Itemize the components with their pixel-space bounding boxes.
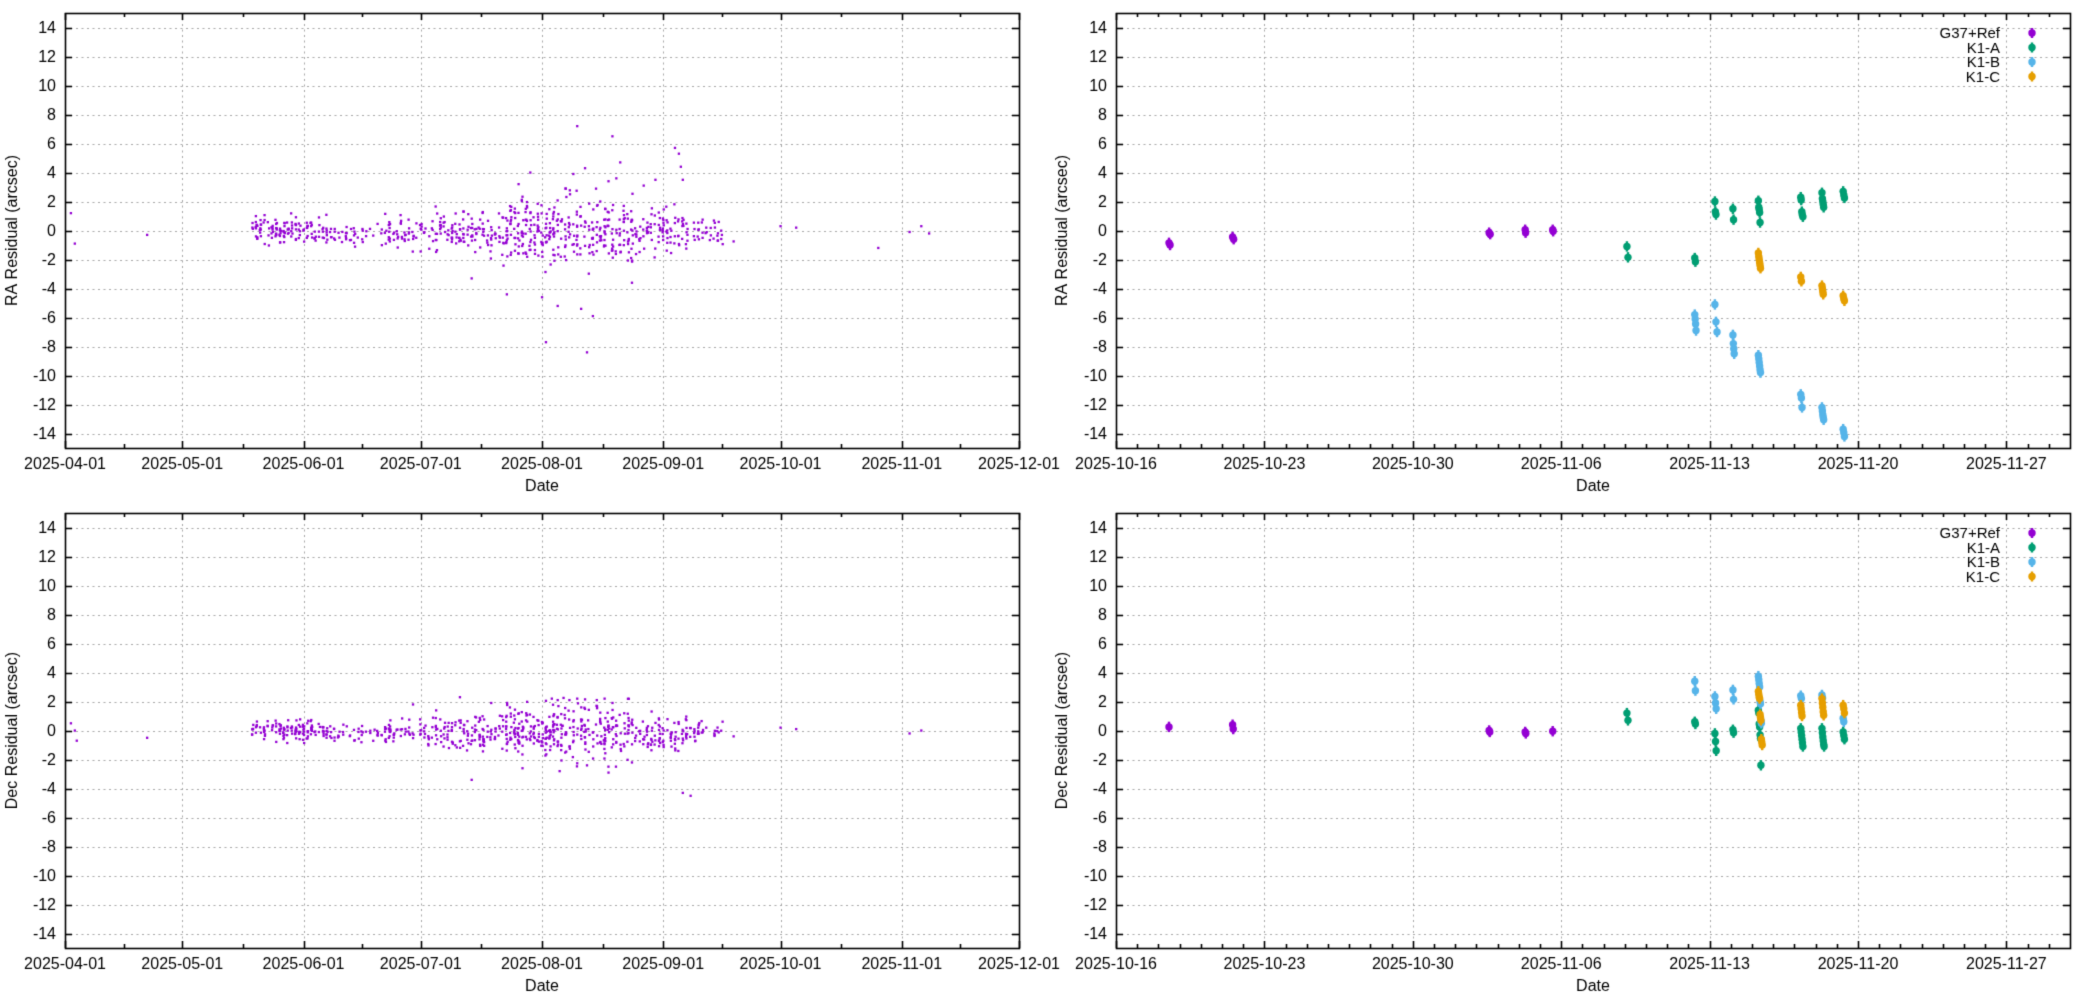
residual-charts-canvas <box>0 0 2100 1000</box>
residuals-dashboard <box>0 0 2100 1000</box>
